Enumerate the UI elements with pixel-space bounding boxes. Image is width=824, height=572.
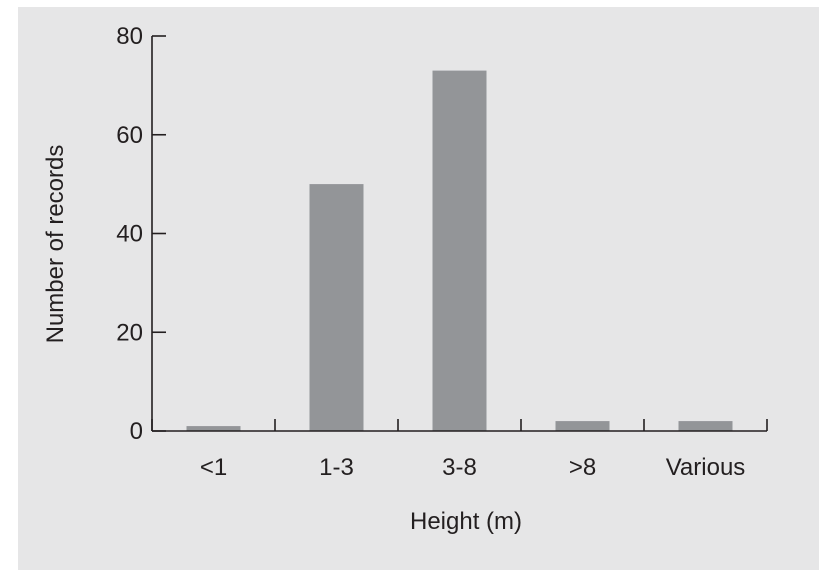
labels-layer: Height (m) Number of records 0 20 40 60 80 <1… [42,23,745,535]
bar-2 [432,70,487,431]
y-tick-label-0: 0 [130,418,143,445]
x-tick-label-4: Various [666,454,746,481]
y-tick-label-4: 80 [116,23,143,50]
y-tick-label-2: 40 [116,221,143,248]
chart-panel: Height (m) Number of records 0 20 40 60 80 <1… [18,7,819,570]
x-tick-label-1: 1-3 [319,454,354,481]
y-tick-label-3: 60 [116,122,143,149]
bar-0 [186,426,241,431]
x-tick-label-0: <1 [200,454,227,481]
chart-background [18,7,819,570]
axes-layer [151,35,768,432]
y-axis-title: Number of records [42,145,69,344]
y-tick-label-1: 20 [116,319,143,346]
bar-1 [309,184,364,431]
bar-4 [678,421,733,431]
bar-3 [555,421,610,431]
bar-chart: Height (m) Number of records 0 20 40 60 80 <1… [18,7,819,570]
x-tick-label-3: >8 [569,454,596,481]
x-axis-title: Height (m) [410,508,522,535]
x-tick-label-2: 3-8 [442,454,477,481]
bars-layer [186,70,733,431]
